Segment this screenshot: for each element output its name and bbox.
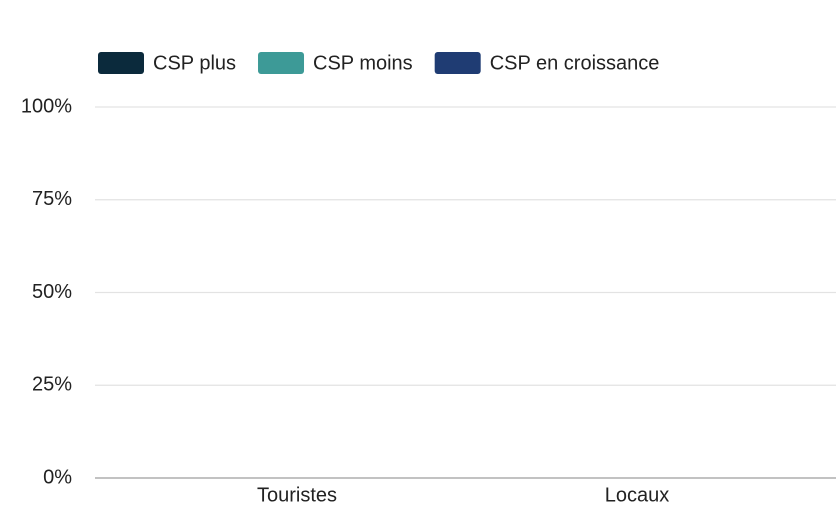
legend-swatch [98,52,144,74]
legend-swatch [434,52,481,74]
y-tick-label: 75% [32,188,72,210]
legend-swatch [258,52,305,74]
y-tick-label: 100% [21,95,72,117]
x-tick-label: Locaux [605,484,670,505]
legend-label: CSP en croissance [490,52,660,74]
legend-label: CSP moins [313,52,413,74]
y-tick-label: 50% [32,281,72,303]
x-tick-label: Touristes [257,484,337,505]
y-tick-label: 0% [43,466,72,488]
legend-label: CSP plus [153,52,236,74]
y-tick-label: 25% [32,374,72,396]
